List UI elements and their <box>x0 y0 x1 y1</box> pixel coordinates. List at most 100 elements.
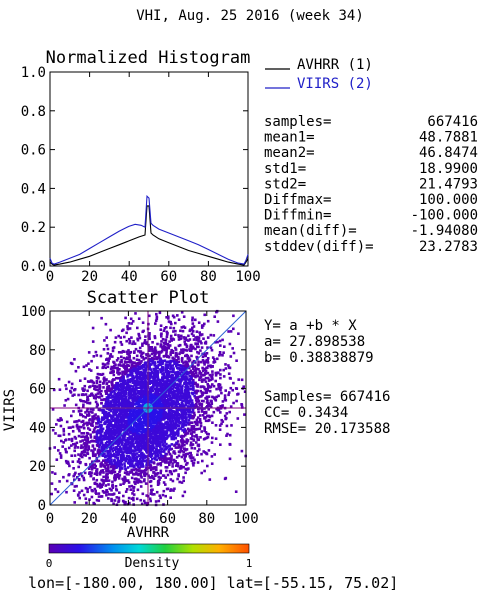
scatter-point <box>74 369 78 373</box>
scatter-point <box>180 348 183 352</box>
scatter-point <box>194 336 197 339</box>
scatter-point <box>153 335 157 338</box>
scatter-point <box>219 443 222 446</box>
scatter-point <box>151 452 154 456</box>
histogram-y-tick-label: 0.0 <box>21 259 46 275</box>
scatter-point <box>97 436 100 439</box>
scatter-point <box>191 316 194 320</box>
scatter-point <box>104 414 108 418</box>
scatter-point <box>157 356 161 360</box>
scatter-point <box>188 366 191 370</box>
scatter-point <box>179 368 182 372</box>
scatter-point <box>219 373 222 376</box>
scatter-point <box>128 418 132 421</box>
scatter-point <box>179 395 183 398</box>
scatter-point <box>184 401 188 404</box>
scatter-point <box>85 409 89 413</box>
scatter-point <box>123 446 126 449</box>
scatter-point <box>192 404 195 407</box>
scatter-point <box>131 449 134 452</box>
scatter-point <box>182 435 186 438</box>
stat-value: -100.000 <box>411 208 478 224</box>
scatter-point <box>138 336 142 340</box>
scatter-point <box>185 448 189 451</box>
scatter-point <box>160 340 163 343</box>
scatter-point <box>99 463 102 466</box>
scatter-point <box>128 425 132 429</box>
scatter-point <box>116 381 119 385</box>
scatter-point <box>190 347 194 350</box>
scatter-point <box>103 464 106 467</box>
scatter-point <box>137 395 141 399</box>
scatter-point <box>91 466 94 469</box>
scatter-point <box>185 361 189 365</box>
scatter-point <box>161 360 165 364</box>
scatter-point <box>211 370 214 373</box>
scatter-point <box>144 455 147 459</box>
scatter-point <box>184 354 187 358</box>
scatter-point <box>88 401 92 405</box>
scatter-point <box>114 336 118 339</box>
scatter-point <box>147 414 150 418</box>
scatter-point <box>147 372 150 376</box>
scatter-point <box>108 471 112 474</box>
scatter-point <box>98 437 101 441</box>
scatter-point <box>206 371 210 375</box>
scatter-point <box>107 394 111 397</box>
scatter-point <box>116 366 119 370</box>
scatter-point <box>205 352 209 355</box>
scatter-point <box>135 378 139 381</box>
scatter-point <box>168 452 172 456</box>
scatter-point <box>159 370 163 374</box>
scatter-point <box>228 366 232 370</box>
scatter-point <box>141 414 145 418</box>
scatter-point <box>198 372 201 375</box>
histogram-legend: AVHRR (1) VIIRS (2) <box>265 57 373 92</box>
scatter-point <box>151 371 155 375</box>
scatter-point <box>132 340 135 343</box>
scatter-point <box>170 437 174 441</box>
scatter-point <box>183 420 187 424</box>
scatter-point <box>143 478 146 481</box>
scatter-point <box>100 461 103 464</box>
scatter-point <box>181 376 185 380</box>
scatter-point <box>177 454 181 458</box>
scatter-point <box>119 336 123 339</box>
scatter-point <box>152 461 156 465</box>
scatter-point <box>160 350 164 353</box>
scatter-point <box>203 429 206 432</box>
scatter-point <box>120 386 124 390</box>
scatter-point <box>143 474 146 477</box>
scatter-point <box>213 358 216 361</box>
scatter-point <box>173 444 176 447</box>
scatter-point <box>194 347 197 351</box>
scatter-point <box>164 366 168 370</box>
scatter-point <box>183 443 186 447</box>
scatter-point <box>210 462 214 465</box>
scatter-point <box>130 444 134 448</box>
scatter-point <box>122 478 125 482</box>
scatter-point <box>145 381 148 385</box>
scatter-point <box>176 314 179 317</box>
scatter-point <box>180 360 184 363</box>
scatter-point <box>164 354 168 358</box>
scatter-point <box>185 389 189 393</box>
scatter-point <box>122 350 126 353</box>
scatter-point <box>167 412 170 416</box>
scatter-point <box>149 423 153 427</box>
scatter-point <box>131 364 135 368</box>
scatter-point <box>201 393 204 397</box>
scatter-point <box>224 476 228 480</box>
scatter-point <box>138 450 141 453</box>
scatter-point <box>162 434 166 437</box>
scatter-point <box>185 375 188 379</box>
scatter-point <box>156 360 160 364</box>
scatter-point <box>75 420 79 423</box>
scatter-point <box>128 355 131 359</box>
scatter-point <box>145 449 148 453</box>
scatter-point <box>167 409 171 412</box>
scatter-point <box>201 366 204 370</box>
scatter-point <box>102 459 105 462</box>
scatter-point <box>151 446 154 449</box>
scatter-point <box>193 365 196 368</box>
